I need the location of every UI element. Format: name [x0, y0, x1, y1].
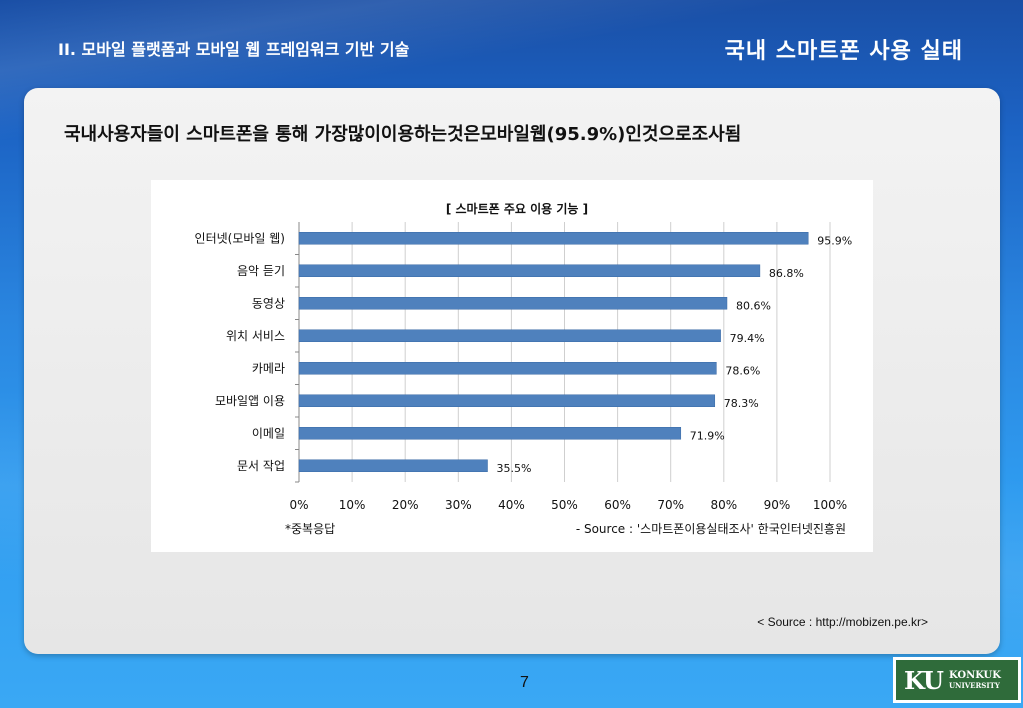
logo-line2: UNIVERSITY: [948, 680, 1000, 690]
page-title: 국내 스마트폰 사용 실태: [724, 39, 963, 64]
category-label: 동영상: [252, 296, 285, 310]
bar: [298, 232, 809, 245]
data-label: 71.9%: [690, 429, 725, 442]
bar: [298, 362, 717, 375]
logo-badge: KU KONKUK UNIVERSITY: [896, 660, 1018, 700]
x-tick-label: 30%: [445, 498, 472, 512]
university-logo: KU KONKUK UNIVERSITY: [893, 657, 1021, 703]
bar: [298, 394, 716, 407]
category-label: 이메일: [252, 426, 285, 440]
category-label: 모바일앱 이용: [215, 394, 285, 408]
logo-mark: KU: [904, 665, 944, 695]
category-label: 위치 서비스: [226, 329, 285, 343]
bar: [298, 459, 488, 472]
x-tick-label: 80%: [710, 498, 737, 512]
content-card: 국내사용자들이 스마트폰을 통해 가장많이이용하는것은모바일웹(95.9%)인것…: [24, 88, 1000, 654]
x-tick-label: 40%: [498, 498, 525, 512]
data-label: 80.6%: [736, 299, 771, 312]
x-tick-label: 70%: [657, 498, 684, 512]
x-tick-label: 0%: [289, 498, 308, 512]
section-title: II. 모바일 플랫폼과 모바일 웹 프레임워크 기반 기술: [58, 40, 410, 59]
headline: 국내사용자들이 스마트폰을 통해 가장많이이용하는것은모바일웹(95.9%)인것…: [64, 124, 742, 145]
data-label: 95.9%: [817, 234, 852, 247]
category-label: 인터넷(모바일 웹): [195, 231, 285, 245]
bar: [298, 264, 761, 277]
data-label: 79.4%: [730, 332, 765, 345]
page-number: 7: [520, 674, 529, 691]
category-label: 문서 작업: [237, 459, 285, 473]
data-label: 78.6%: [725, 364, 760, 377]
data-label: 35.5%: [497, 462, 532, 475]
x-tick-label: 90%: [764, 498, 791, 512]
x-tick-label: 50%: [551, 498, 578, 512]
data-label: 86.8%: [769, 267, 804, 280]
chart-source: - Source : '스마트폰이용실태조사' 한국인터넷진흥원: [576, 522, 846, 536]
category-label: 음악 듣기: [237, 264, 285, 278]
bar: [298, 297, 728, 310]
x-tick-label: 10%: [339, 498, 366, 512]
logo-line1: KONKUK: [948, 670, 1001, 682]
chart-title: [ 스마트폰 주요 이용 기능 ]: [446, 201, 588, 216]
category-label: 카메라: [252, 361, 285, 375]
logo-wordmark: KONKUK UNIVERSITY: [949, 671, 1001, 689]
x-tick-label: 60%: [604, 498, 631, 512]
data-label: 78.3%: [724, 397, 759, 410]
x-tick-label: 100%: [813, 498, 847, 512]
source-link[interactable]: < Source : http://mobizen.pe.kr>: [757, 615, 928, 629]
bar: [298, 427, 682, 440]
chart-note: *중복응답: [285, 522, 335, 536]
bar: [298, 329, 721, 342]
x-tick-label: 20%: [392, 498, 419, 512]
